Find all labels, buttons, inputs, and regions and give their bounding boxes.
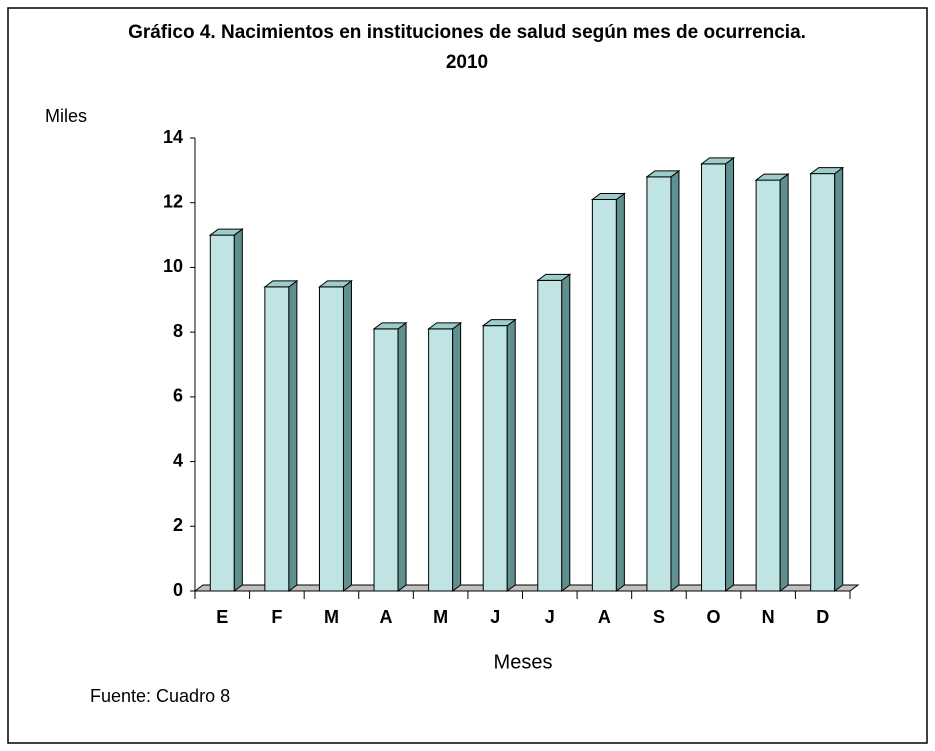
bar-side [779, 173, 789, 592]
y-tick-label: 4 [173, 450, 183, 470]
bar-top [427, 322, 463, 330]
x-tick-label: A [598, 607, 611, 627]
y-tick-label: 14 [163, 127, 183, 147]
bar-side [452, 321, 462, 592]
bar [591, 198, 617, 592]
bar [428, 328, 454, 592]
bar-top [754, 173, 790, 181]
y-tick-label: 10 [163, 256, 183, 276]
y-tick-label: 2 [173, 515, 183, 535]
bar [646, 176, 672, 592]
bar [264, 286, 290, 592]
x-tick-label: M [324, 607, 339, 627]
bar-top [536, 273, 572, 281]
bar-top [590, 192, 626, 200]
y-tick-label: 12 [163, 191, 183, 211]
bar-side [342, 279, 352, 592]
bar [810, 173, 836, 592]
y-axis-label: Miles [45, 106, 87, 126]
bar [701, 163, 727, 592]
annotation: Fuente: Cuadro 8 [90, 686, 230, 706]
bar [373, 328, 399, 592]
x-tick-label: S [653, 607, 665, 627]
bar-top [645, 170, 681, 178]
bar-side [834, 166, 844, 592]
bar [209, 234, 235, 592]
bar-side [506, 318, 516, 592]
x-tick-label: J [490, 607, 500, 627]
x-tick-label: F [271, 607, 282, 627]
x-tick-label: O [707, 607, 721, 627]
bar [537, 279, 563, 592]
x-tick-label: D [816, 607, 829, 627]
frame [7, 7, 928, 744]
bar-top [809, 167, 845, 175]
bar-side [615, 192, 625, 592]
bar-top [317, 280, 353, 288]
bar-side [288, 279, 298, 592]
bar-side [233, 228, 243, 592]
bar-side [561, 273, 571, 592]
bar-top [263, 280, 299, 288]
x-tick-label: M [433, 607, 448, 627]
bar-top [481, 319, 517, 327]
chart-title: Gráfico 4. Nacimientos en instituciones … [128, 22, 806, 73]
y-tick-label: 0 [173, 580, 183, 600]
x-tick-label: E [216, 607, 228, 627]
bar-top [372, 322, 408, 330]
bar-side [725, 156, 735, 592]
x-tick-label: N [762, 607, 775, 627]
bar [755, 179, 781, 592]
y-tick-label: 8 [173, 321, 183, 341]
bar-side [670, 169, 680, 592]
bar [482, 325, 508, 592]
x-tick-label: A [380, 607, 393, 627]
bar-top [700, 157, 736, 165]
bar-top [208, 228, 244, 236]
x-axis-label: Meses [494, 651, 553, 673]
bar-side [397, 321, 407, 592]
y-tick-label: 6 [173, 386, 183, 406]
x-tick-label: J [545, 607, 555, 627]
bar [318, 286, 344, 592]
